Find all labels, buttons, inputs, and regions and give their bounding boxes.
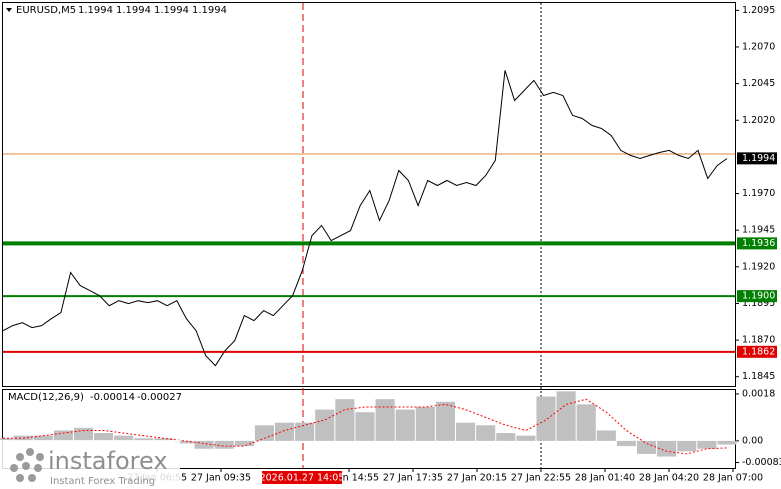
macd-bar xyxy=(114,435,134,441)
macd-bar xyxy=(415,406,435,441)
watermark-tagline: Instant Forex Trading xyxy=(50,476,155,487)
ohlc-value: 1.1994 xyxy=(116,5,151,16)
macd-bar xyxy=(0,438,13,441)
x-tick-label: 27 Jan 14:55 xyxy=(319,473,379,484)
macd-bar xyxy=(596,430,616,441)
y-tick-label: 1.2020 xyxy=(742,115,775,126)
macd-bar xyxy=(154,438,174,441)
macd-signal-value: -0.00027 xyxy=(137,392,182,403)
macd-panel-frame xyxy=(2,389,736,469)
x-tick-label: 27 Jan 09:35 xyxy=(191,473,251,484)
y-tick-label: -0.00083 xyxy=(742,457,781,468)
y-tick-label: 1.1895 xyxy=(742,298,775,309)
y-tick-label: 1.1920 xyxy=(742,261,775,272)
level-label-box xyxy=(737,345,777,358)
logo-dot xyxy=(28,474,36,482)
macd-value: -0.00014 xyxy=(90,392,135,403)
y-tick-label: 1.1870 xyxy=(742,335,775,346)
marker-label: 2026.01.27 14:05 xyxy=(260,473,345,484)
y-tick-label: 1.2070 xyxy=(742,41,775,52)
menu-arrow xyxy=(6,8,12,12)
macd-bar xyxy=(234,440,254,447)
macd-bar xyxy=(134,438,154,441)
level-label: 1.1936 xyxy=(742,238,775,249)
macd-bar xyxy=(536,396,556,441)
macd-bar xyxy=(214,440,234,449)
macd-bar xyxy=(174,440,194,444)
macd-bar xyxy=(435,401,455,441)
level-label: 1.1900 xyxy=(742,291,775,302)
symbol: EURUSD,M5 xyxy=(16,5,76,16)
macd-bar xyxy=(677,440,697,452)
ohlc-value: 1.1994 xyxy=(192,5,227,16)
x-tick-label: 27 Jan 17:35 xyxy=(383,473,443,484)
y-tick-label: 0.00 xyxy=(742,435,763,446)
current-price-label: 1.1994 xyxy=(742,153,775,164)
macd-bar xyxy=(335,399,355,441)
macd-bar xyxy=(717,440,737,445)
macd-bar xyxy=(315,409,335,441)
y-tick-label: 1.1945 xyxy=(742,225,775,236)
y-tick-label: 1.2045 xyxy=(742,78,775,89)
ohlc: 1.1994 1.1994 1.1994 1.1994 xyxy=(78,5,227,16)
logo-dot xyxy=(22,462,30,470)
logo-dot xyxy=(36,453,44,461)
ohlc-value: 1.1994 xyxy=(78,5,113,16)
macd-bar xyxy=(355,412,375,441)
macd-bar xyxy=(275,422,295,441)
macd-bar xyxy=(496,433,516,441)
y-tick-label: 1.1845 xyxy=(742,371,775,382)
macd-bar xyxy=(194,440,214,449)
macd-bar xyxy=(94,433,114,441)
price-line xyxy=(2,70,728,367)
logo-dot xyxy=(16,474,24,482)
macd-bar xyxy=(476,425,496,441)
x-tick-label: 27 Jan 20:15 xyxy=(447,473,507,484)
current-price-box xyxy=(737,152,777,165)
x-tick-label: 28 Jan 01:40 xyxy=(575,473,635,484)
y-tick-label: 1.1970 xyxy=(742,188,775,199)
ohlc-value: 1.1994 xyxy=(154,5,189,16)
macd-bar xyxy=(295,422,315,441)
level-label-box xyxy=(737,237,777,250)
x-tick-label: 28 Jan 07:00 xyxy=(703,473,763,484)
x-tick-label: 28 Jan 04:20 xyxy=(639,473,699,484)
macd-bar xyxy=(53,430,73,441)
logo-dot xyxy=(34,464,42,472)
logo-dot xyxy=(26,448,34,456)
watermark-name: instaforex xyxy=(48,447,168,475)
macd-bar xyxy=(33,435,53,441)
macd-bar xyxy=(576,404,596,441)
signal-line xyxy=(3,398,728,455)
y-tick-label: 1.2095 xyxy=(742,5,775,16)
macd-bar xyxy=(637,440,657,454)
marker-label-box xyxy=(262,471,342,484)
macd-bar xyxy=(73,427,93,441)
macd-title: MACD(12,26,9) xyxy=(8,392,84,403)
macd-bar xyxy=(556,391,576,441)
macd-bar xyxy=(616,440,636,447)
macd-bar xyxy=(657,440,677,457)
level-label-box xyxy=(737,290,777,303)
macd-bar xyxy=(697,440,717,449)
macd-bar xyxy=(456,422,476,441)
macd-bar xyxy=(516,435,536,441)
logo-dot xyxy=(16,453,24,461)
logo-dot xyxy=(10,464,18,472)
macd-bar xyxy=(375,399,395,441)
x-tick-label: 27 Jan 22:55 xyxy=(511,473,571,484)
macd-bar xyxy=(395,409,415,441)
main-panel-frame xyxy=(2,2,736,387)
level-label: 1.1862 xyxy=(742,346,775,357)
y-tick-label: 0.0018 xyxy=(742,388,775,399)
